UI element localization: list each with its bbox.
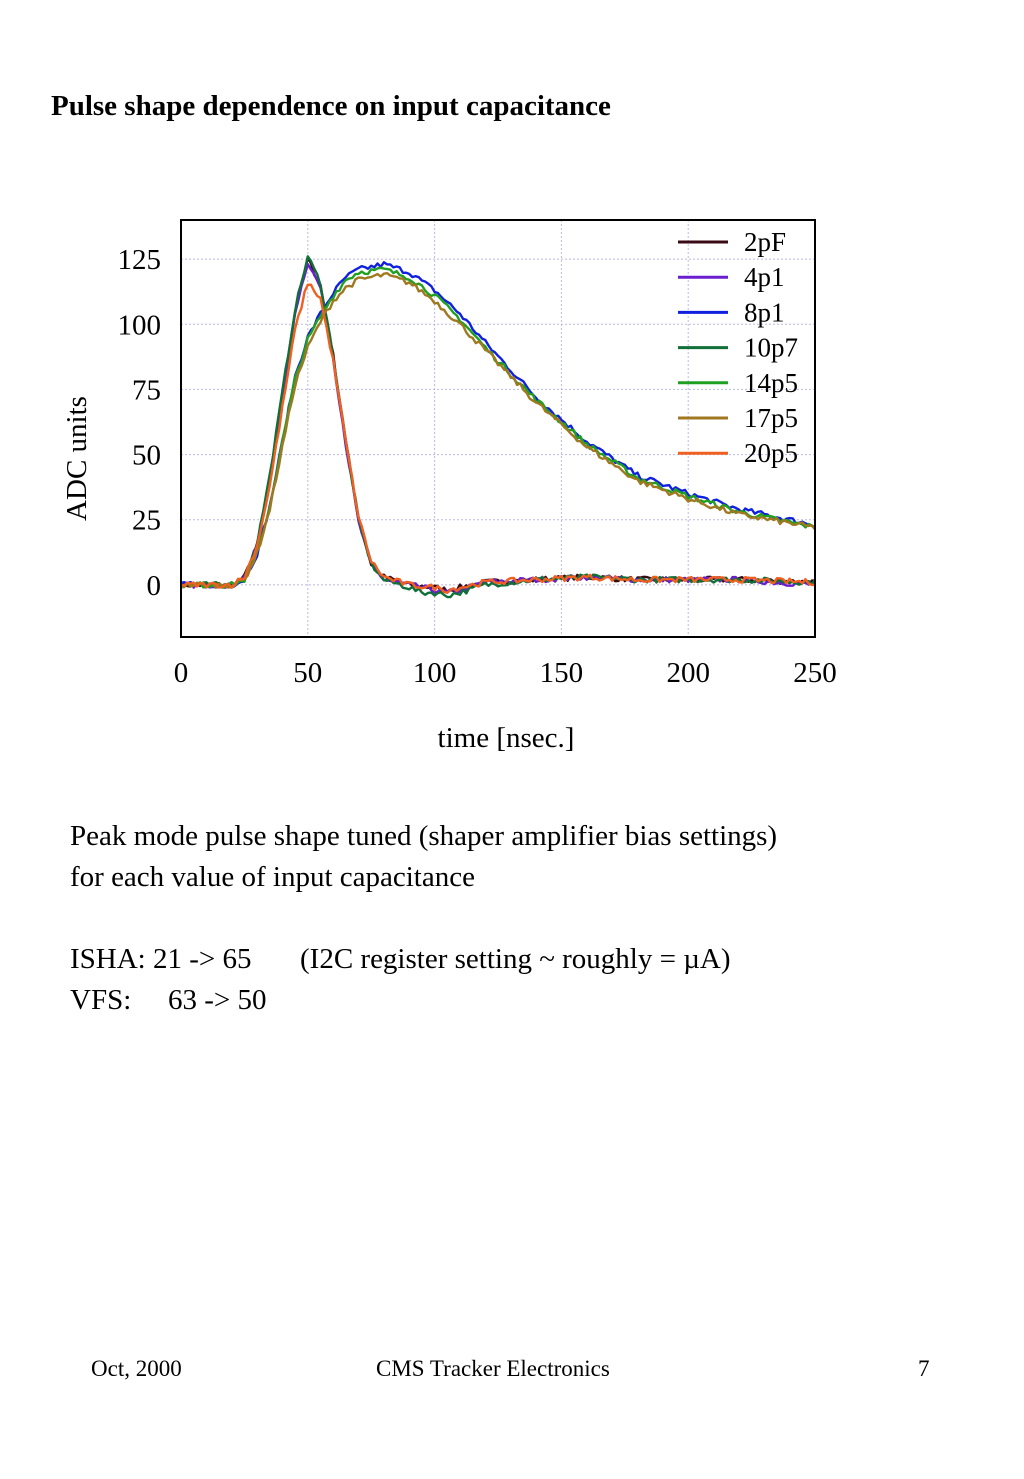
isha-note: (I2C register setting ~ roughly = µA) — [300, 943, 731, 975]
y-tick-label: 100 — [118, 309, 162, 341]
footer-date: Oct, 2000 — [91, 1356, 182, 1381]
legend: 2pF 4p1 8p1 10p7 14p5 17p5 20p5 — [678, 227, 798, 468]
pulse-shape-chart: 0 50 100 150 200 250 0 25 50 75 100 125 time [nsec… — [61, 219, 837, 754]
x-tick-label: 150 — [540, 657, 584, 689]
footer-title: CMS Tracker Electronics — [376, 1356, 610, 1381]
legend-label: 14p5 — [744, 368, 798, 398]
series-lines — [179, 255, 817, 599]
series-line-10p7 — [180, 255, 817, 599]
x-tick-label: 100 — [413, 657, 457, 689]
description: Peak mode pulse shape tuned (shaper ampl… — [70, 816, 970, 1021]
isha-setting: ISHA: 21 -> 65 — [70, 943, 252, 975]
legend-label: 2pF — [744, 227, 786, 257]
legend-label: 8p1 — [744, 297, 785, 327]
description-line-2: for each value of input capacitance — [70, 861, 475, 893]
vfs-label: VFS: — [70, 984, 132, 1016]
vfs-line: VFS: 63 -> 50 — [70, 980, 970, 1021]
isha-line: ISHA: 21 -> 65 (I2C register setting ~ r… — [70, 939, 970, 980]
page-title: Pulse shape dependence on input capacita… — [51, 90, 611, 122]
page-number: 7 — [918, 1356, 930, 1381]
description-line-1: Peak mode pulse shape tuned (shaper ampl… — [70, 820, 778, 852]
series-line-17p5 — [180, 272, 816, 589]
x-axis-ticks: 0 50 100 150 200 250 — [174, 657, 837, 689]
legend-label: 20p5 — [744, 438, 798, 468]
x-tick-label: 250 — [793, 657, 837, 689]
y-axis-label: ADC units — [61, 396, 93, 521]
series-line-20p5 — [180, 283, 816, 594]
legend-label: 4p1 — [744, 262, 785, 292]
legend-label: 10p7 — [744, 333, 798, 363]
y-axis-ticks: 0 25 50 75 100 125 — [118, 244, 162, 602]
x-axis-label: time [nsec.] — [438, 722, 575, 754]
y-tick-label: 25 — [132, 505, 161, 537]
vfs-setting: 63 -> 50 — [168, 984, 267, 1016]
x-tick-label: 50 — [293, 657, 322, 689]
y-tick-label: 50 — [132, 440, 161, 472]
y-tick-label: 0 — [147, 570, 162, 602]
y-tick-label: 75 — [132, 374, 161, 406]
y-tick-label: 125 — [118, 244, 162, 276]
legend-label: 17p5 — [744, 403, 798, 433]
x-tick-label: 200 — [666, 657, 710, 689]
plot-frame — [180, 219, 816, 638]
x-tick-label: 0 — [174, 657, 189, 689]
